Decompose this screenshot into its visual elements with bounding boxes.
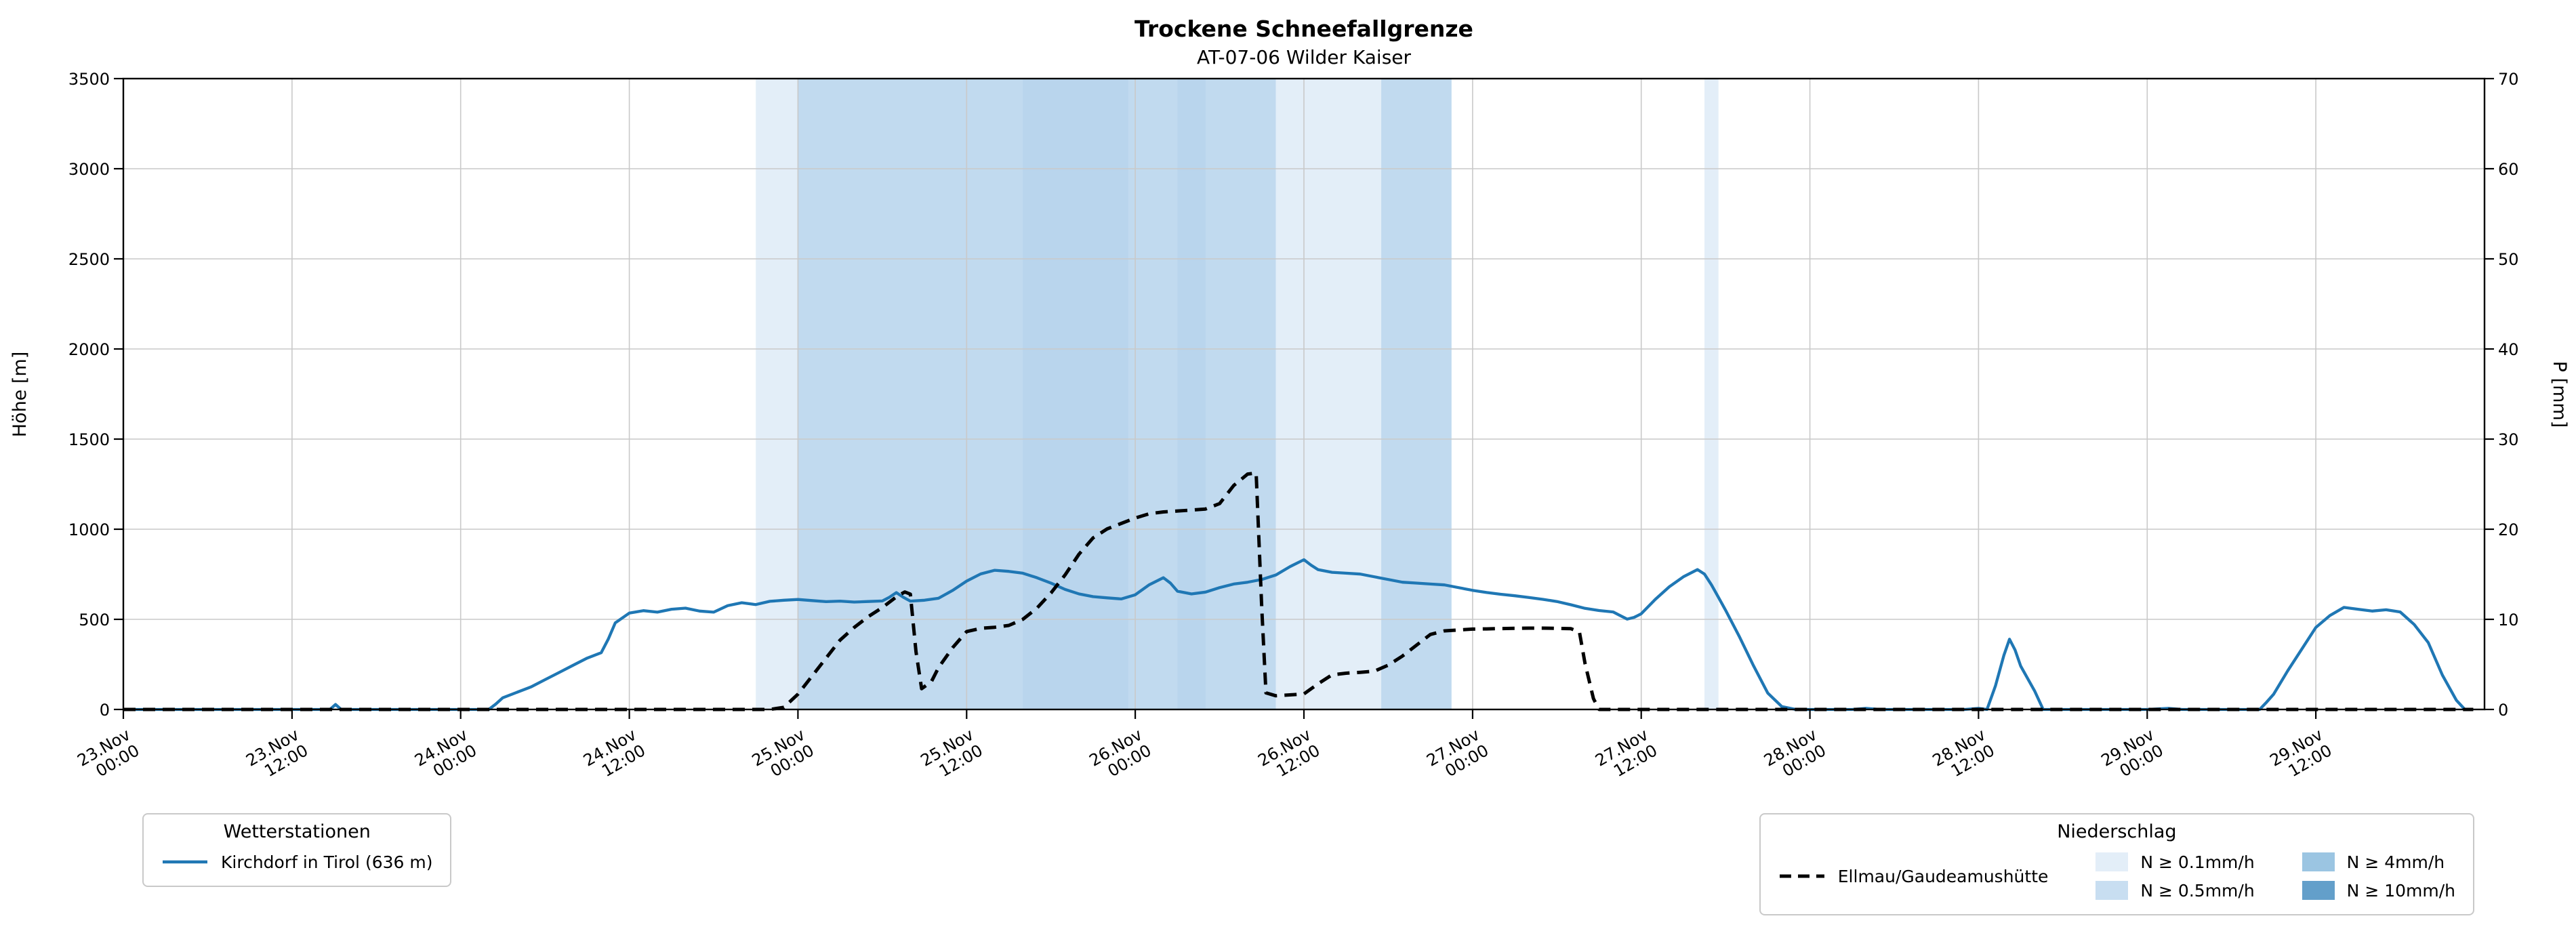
legend-stations-title: Wetterstationen <box>223 821 371 842</box>
y-tick-label-left: 0 <box>100 701 110 720</box>
y-tick-label-right: 60 <box>2498 160 2519 179</box>
precip-swatch-10 <box>2302 881 2335 900</box>
legend-label-kirchdorf: Kirchdorf in Tirol (636 m) <box>221 852 433 872</box>
y-tick-label-right: 0 <box>2498 701 2508 720</box>
legend-label-ellmau: Ellmau/Gaudeamushütte <box>1837 866 2049 886</box>
x-tick-label: 24.Nov12:00 <box>580 725 649 786</box>
x-tick-label: 28.Nov12:00 <box>1929 725 1998 786</box>
legend-label-n4: N ≥ 4mm/h <box>2346 852 2445 872</box>
chart-title: Trockene Schneefallgrenze <box>1134 16 1473 42</box>
y-tick-label-left: 3500 <box>68 70 110 89</box>
precip-swatch-4 <box>2302 852 2335 871</box>
legend-item-n01: N ≥ 0.1mm/h <box>2095 848 2255 876</box>
legend-item-n10: N ≥ 10mm/h <box>2302 876 2455 905</box>
y-axis-label-right: P [mm] <box>2549 361 2570 428</box>
x-tick-label: 29.Nov12:00 <box>2266 725 2335 786</box>
y-tick-label-left: 2500 <box>68 250 110 269</box>
y-tick-label-left: 1500 <box>68 430 110 449</box>
legend-label-n05: N ≥ 0.5mm/h <box>2140 880 2255 901</box>
x-tick-label: 25.Nov00:00 <box>749 725 817 786</box>
x-tick-label: 27.Nov12:00 <box>1592 725 1660 786</box>
legend-niederschlag: Niederschlag Ellmau/Gaudeamushütte N ≥ 0… <box>1759 813 2474 915</box>
series-line-ellmau <box>123 471 2474 711</box>
precip-swatch-05 <box>2095 881 2129 900</box>
x-tick-label: 26.Nov12:00 <box>1254 725 1323 786</box>
series-line-kirchdorf <box>123 558 2474 711</box>
chart-subtitle: AT-07-06 Wilder Kaiser <box>1197 46 1412 68</box>
precip-band <box>1381 79 1452 709</box>
precip-swatch-01 <box>2095 852 2129 871</box>
y-tick-label-left: 2000 <box>68 340 110 359</box>
legend-precip-title: Niederschlag <box>2057 821 2177 842</box>
x-tick-label: 27.Nov00:00 <box>1423 725 1492 786</box>
y-tick-label-left: 1000 <box>68 520 110 539</box>
x-tick-label: 29.Nov00:00 <box>2098 725 2167 786</box>
legend-label-n10: N ≥ 10mm/h <box>2346 880 2455 901</box>
y-tick-label-right: 50 <box>2498 250 2519 269</box>
legend-wetterstationen: Wetterstationen Kirchdorf in Tirol (636 … <box>142 813 452 887</box>
precip-band <box>1704 79 1719 709</box>
precip-band <box>1023 79 1128 709</box>
legend-label-n01: N ≥ 0.1mm/h <box>2140 852 2255 872</box>
x-tick-label: 28.Nov00:00 <box>1761 725 1829 786</box>
legend-precip-grid: Ellmau/Gaudeamushütte N ≥ 0.1mm/h N ≥ 4m… <box>1778 848 2455 905</box>
legend-item-n4: N ≥ 4mm/h <box>2302 848 2455 876</box>
x-tick-label: 25.Nov12:00 <box>918 725 986 786</box>
x-tick-label: 26.Nov00:00 <box>1086 725 1154 786</box>
y-tick-label-right: 40 <box>2498 340 2519 359</box>
dashed-line-sample-icon <box>1779 874 1824 878</box>
y-tick-label-right: 20 <box>2498 520 2519 539</box>
y-tick-label-right: 70 <box>2498 70 2519 89</box>
grid-layer <box>123 78 2485 710</box>
y-tick-label-left: 500 <box>79 611 110 629</box>
legend-item-n05: N ≥ 0.5mm/h <box>2095 876 2255 905</box>
solid-line-sample-icon <box>163 860 207 864</box>
y-tick-label-left: 3000 <box>68 160 110 179</box>
precip-band <box>1177 79 1206 709</box>
x-tick-label: 23.Nov12:00 <box>243 725 311 786</box>
x-tick-label: 24.Nov00:00 <box>411 725 480 786</box>
precip-bands-layer <box>756 79 1719 709</box>
x-tick-label: 23.Nov00:00 <box>74 725 142 786</box>
series-layer <box>123 471 2474 711</box>
y-tick-label-right: 10 <box>2498 611 2519 629</box>
y-axis-label-left: Höhe [m] <box>9 352 30 438</box>
y-tick-label-right: 30 <box>2498 430 2519 449</box>
legend-item-ellmau: Ellmau/Gaudeamushütte <box>1778 862 2049 890</box>
legend-item-kirchdorf: Kirchdorf in Tirol (636 m) <box>161 848 432 876</box>
